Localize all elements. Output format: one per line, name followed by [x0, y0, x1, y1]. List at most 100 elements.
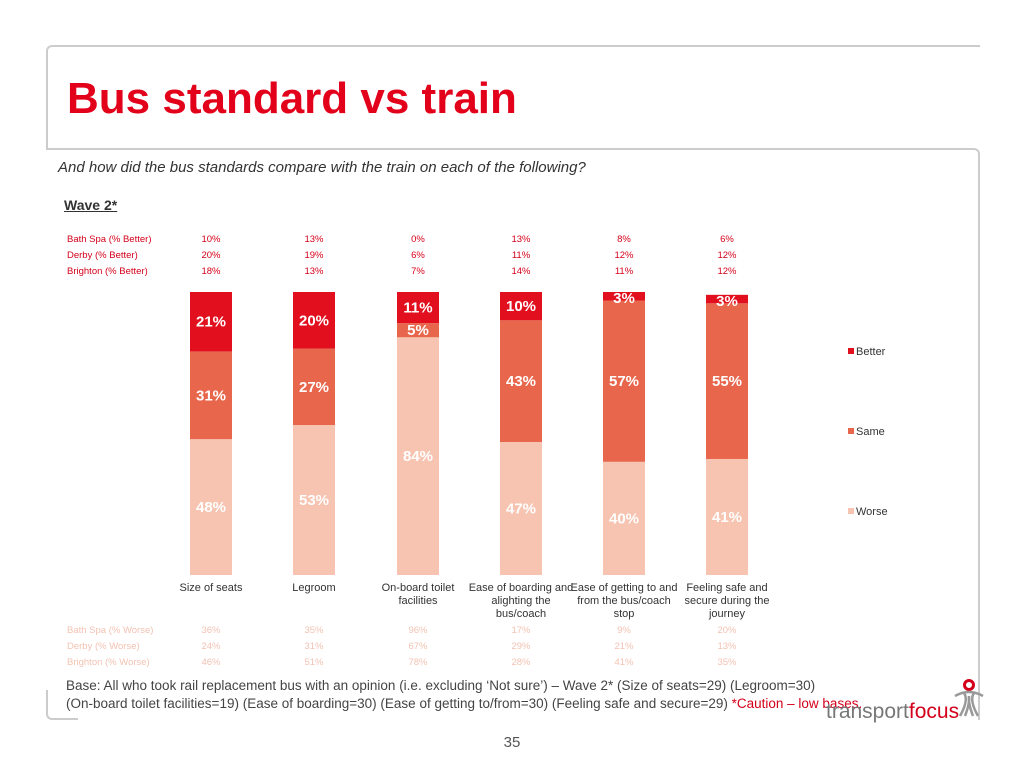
worse-table-row-label: Derby (% Worse)	[67, 641, 140, 652]
caution-note: *Caution – low bases.	[731, 696, 863, 711]
worse-table-row-label: Bath Spa (% Worse)	[67, 625, 154, 636]
base-line-1: Base: All who took rail replacement bus …	[66, 678, 816, 693]
worse-table-cell: 9%	[617, 625, 631, 636]
data-label: 11%	[403, 300, 432, 317]
logo-figure-icon	[954, 679, 984, 717]
worse-table-row-label: Brighton (% Worse)	[67, 657, 150, 668]
better-table-cell: 18%	[201, 266, 221, 277]
legend-item-same: Same	[848, 426, 885, 438]
better-table-cell: 11%	[614, 266, 634, 277]
worse-table-cell: 29%	[511, 641, 531, 652]
worse-table-cell: 78%	[408, 657, 428, 668]
better-table-cell: 8%	[617, 234, 631, 245]
better-table-cell: 12%	[717, 250, 737, 261]
better-table-cell: 19%	[304, 250, 324, 261]
legend-swatch	[848, 508, 854, 514]
bar-worse	[293, 425, 335, 575]
data-label: 27%	[299, 379, 329, 396]
worse-table-cell: 35%	[717, 657, 737, 668]
bar-worse	[190, 439, 232, 575]
better-table-cell: 13%	[511, 234, 531, 245]
bar-better	[706, 294, 748, 304]
better-table-cell: 13%	[304, 266, 324, 277]
data-label: 41%	[712, 509, 742, 526]
worse-table-cell: 51%	[304, 657, 324, 668]
worse-table-cell: 28%	[511, 657, 531, 668]
question-text: And how did the bus standards compare wi…	[58, 159, 586, 176]
category-label: Ease of boarding and alighting the bus/c…	[468, 582, 574, 620]
transportfocus-logo: transportfocus	[826, 679, 984, 724]
legend-label: Same	[856, 426, 885, 438]
worse-table-cell: 35%	[304, 625, 324, 636]
bar-better	[500, 292, 542, 321]
better-table-cell: 20%	[201, 250, 221, 261]
category-label: Legroom	[292, 582, 336, 594]
better-table-cell: 6%	[720, 234, 734, 245]
bar-same	[293, 348, 335, 426]
base-line-2: (On-board toilet facilities=19) (Ease of…	[66, 696, 732, 711]
worse-table-cell: 31%	[304, 641, 324, 652]
better-table-row-label: Derby (% Better)	[67, 250, 138, 261]
bar-same	[706, 303, 748, 459]
wave-label: Wave 2*	[64, 197, 118, 213]
category-label: On-board toilet facilities	[381, 582, 455, 607]
data-label: 21%	[196, 314, 226, 331]
worse-table-cell: 67%	[408, 641, 428, 652]
legend-label: Better	[856, 346, 886, 358]
data-label: 47%	[506, 500, 536, 517]
data-label: 31%	[196, 387, 226, 404]
better-table-cell: 11%	[511, 250, 531, 261]
worse-table-cell: 36%	[201, 625, 221, 636]
data-label: 48%	[196, 499, 226, 516]
category-label: Size of seats	[179, 582, 243, 594]
worse-table-cell: 20%	[717, 625, 737, 636]
data-label: 84%	[403, 448, 433, 465]
bar-worse	[397, 337, 439, 575]
legend-swatch	[848, 428, 854, 434]
bar-same	[603, 300, 645, 462]
worse-table-cell: 13%	[717, 641, 737, 652]
bar-better	[293, 292, 335, 349]
legend-item-better: Better	[848, 346, 885, 358]
bar-same	[397, 323, 439, 338]
bar-better	[190, 292, 232, 352]
better-table-cell: 0%	[411, 234, 425, 245]
worse-table-cell: 17%	[511, 625, 531, 636]
page-title: Bus standard vs train	[67, 74, 517, 123]
better-table-cell: 12%	[717, 266, 737, 277]
bar-worse	[706, 458, 748, 575]
better-table-cell: 10%	[201, 234, 221, 245]
data-label: 3%	[716, 293, 738, 310]
bar-better	[603, 292, 645, 301]
bar-worse	[500, 441, 542, 575]
worse-table-cell: 46%	[201, 657, 221, 668]
page-number: 35	[503, 734, 521, 751]
slide-frame-top	[46, 45, 980, 150]
worse-table-cell: 21%	[614, 641, 634, 652]
worse-table-cell: 24%	[201, 641, 221, 652]
data-label: 5%	[407, 322, 429, 339]
worse-table-cell: 41%	[614, 657, 634, 668]
data-label: 53%	[299, 492, 329, 509]
bar-better	[397, 292, 439, 324]
base-note: Base: All who took rail replacement bus …	[66, 677, 862, 713]
data-label: 40%	[609, 510, 639, 527]
legend-label: Worse	[856, 506, 888, 518]
bar-same	[190, 351, 232, 440]
bar-worse	[603, 461, 645, 575]
better-table-cell: 6%	[411, 250, 425, 261]
better-table-cell: 13%	[304, 234, 324, 245]
legend-item-worse: Worse	[848, 506, 888, 518]
data-label: 3%	[613, 290, 635, 307]
better-table-row-label: Bath Spa (% Better)	[67, 234, 152, 245]
better-table-cell: 7%	[411, 266, 425, 277]
data-label: 55%	[712, 373, 742, 390]
worse-table-cell: 96%	[408, 625, 428, 636]
better-table-cell: 12%	[614, 250, 634, 261]
better-table-cell: 14%	[511, 266, 531, 277]
better-table-row-label: Brighton (% Better)	[67, 266, 148, 277]
data-label: 10%	[506, 298, 536, 315]
data-label: 20%	[299, 312, 329, 329]
category-label: Feeling safe and secure during the journ…	[684, 582, 770, 620]
